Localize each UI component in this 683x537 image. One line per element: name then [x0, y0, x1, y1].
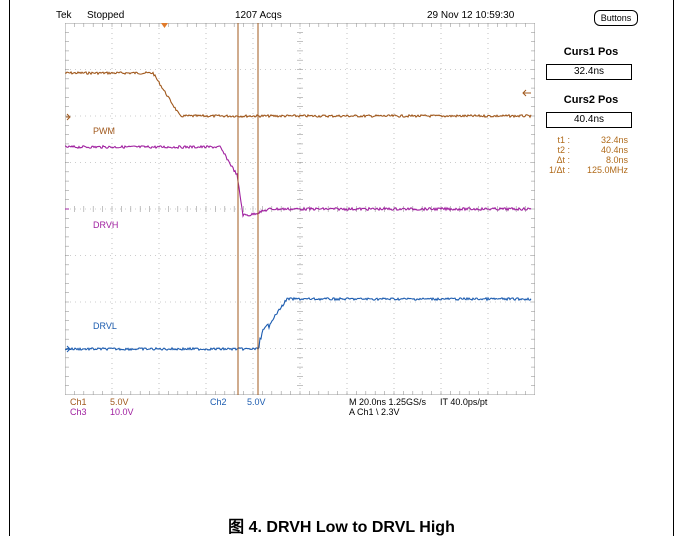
curs1-position-field[interactable]: 32.4ns	[546, 64, 632, 80]
readout-row: t1 :32.4ns	[542, 135, 638, 145]
ch1-scale: 5.0V	[110, 397, 129, 407]
curs1-title: Curs1 Pos	[542, 46, 640, 58]
readout-row: 1/Δt :125.0MHz	[542, 165, 638, 175]
readout-row: t2 :40.4ns	[542, 145, 638, 155]
curs2-title: Curs2 Pos	[542, 94, 640, 106]
drvh-label: DRVH	[93, 220, 118, 230]
sample-interval: IT 40.0ps/pt	[440, 397, 487, 407]
brand-label: Tek	[56, 10, 72, 21]
curs2-position-field[interactable]: 40.4ns	[546, 112, 632, 128]
pwm-label: PWM	[93, 126, 115, 136]
timebase: M 20.0ns 1.25GS/s	[349, 397, 426, 407]
scope-display: 1 PWM 3 DRVH 2 DRVL	[65, 23, 535, 400]
ch3-name: Ch3	[70, 407, 87, 417]
acquisition-count: 1207 Acqs	[235, 10, 282, 21]
trigger-setting: A Ch1 \ 2.3V	[349, 407, 400, 417]
datetime: 29 Nov 12 10:59:30	[427, 10, 514, 21]
figure-caption: 图 4. DRVH Low to DRVL High	[0, 513, 683, 537]
readout-row: Δt :8.0ns	[542, 155, 638, 165]
ch2-name: Ch2	[210, 397, 227, 407]
drvl-label: DRVL	[93, 321, 117, 331]
cursor-readout: t1 :32.4ns t2 :40.4ns Δt :8.0ns 1/Δt :12…	[542, 135, 638, 175]
acquisition-state: Stopped	[87, 10, 124, 21]
ch3-scale: 10.0V	[110, 407, 134, 417]
channel-settings: Ch1 5.0V Ch3 10.0V Ch2 5.0V M 20.0ns 1.2…	[65, 397, 535, 423]
buttons-toggle[interactable]: Buttons	[594, 10, 638, 26]
status-bar: Tek Stopped 1207 Acqs 29 Nov 12 10:59:30	[60, 10, 530, 24]
ch2-scale: 5.0V	[247, 397, 266, 407]
ch1-name: Ch1	[70, 397, 87, 407]
